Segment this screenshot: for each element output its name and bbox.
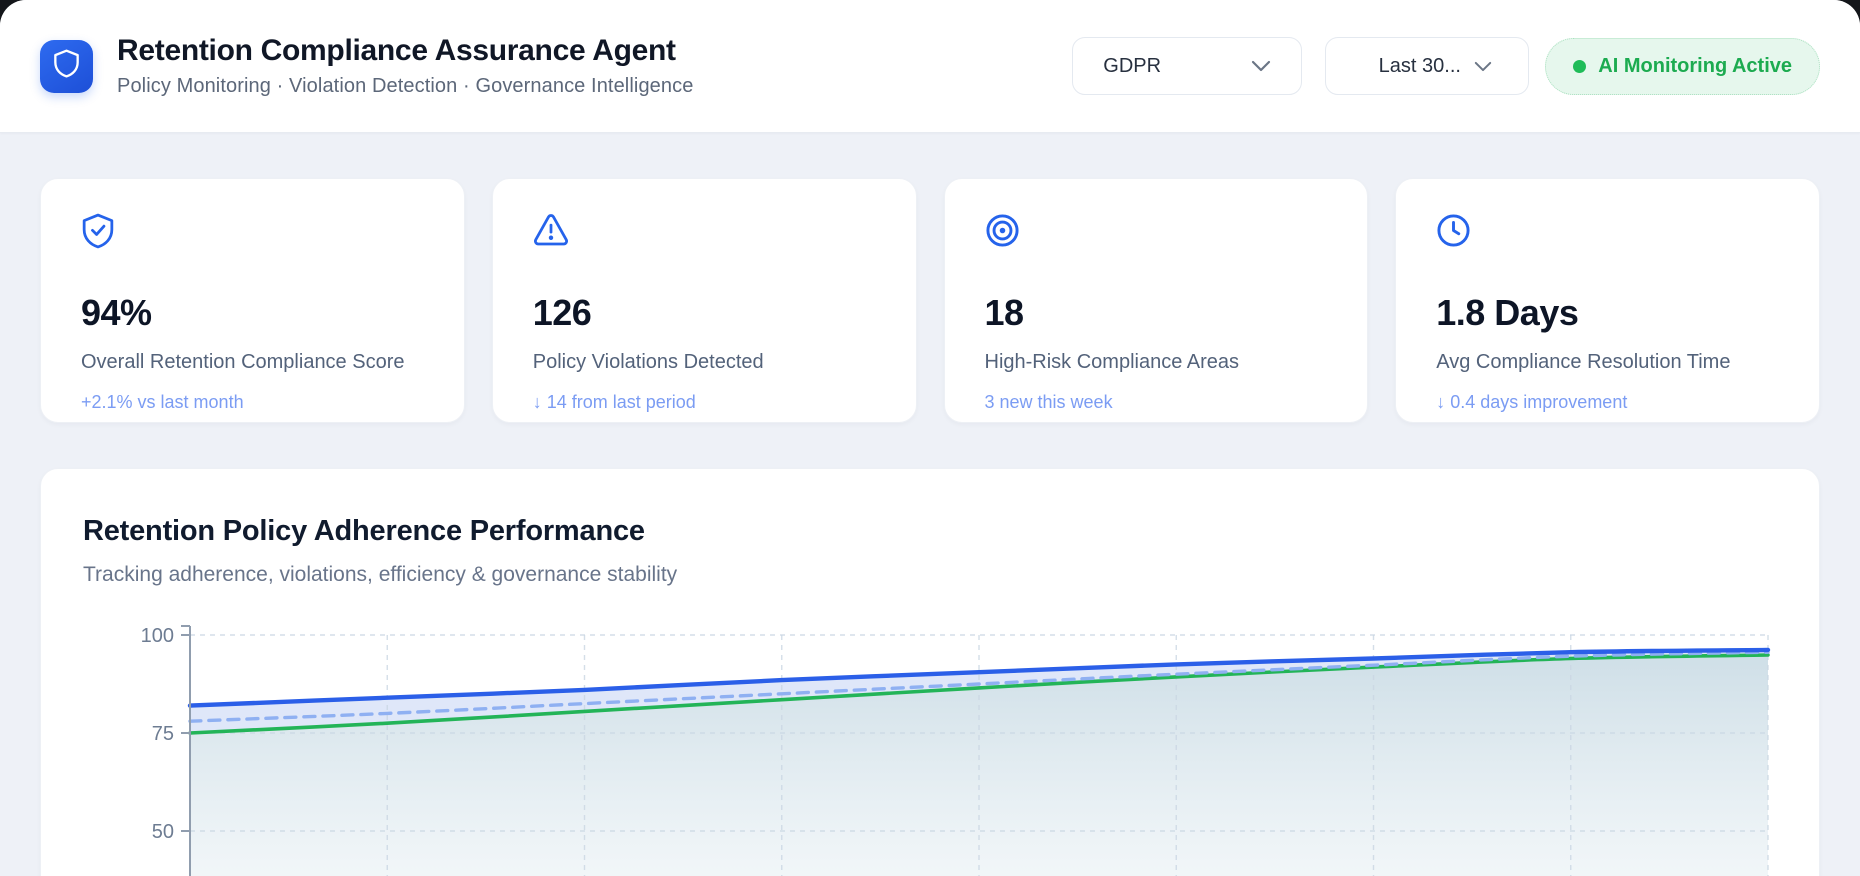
stat-trend: ↓ 0.4 days improvement xyxy=(1436,392,1628,412)
stat-value: 1.8 Days xyxy=(1436,292,1579,333)
page-title: Retention Compliance Assurance Agent xyxy=(117,33,676,67)
performance-chart-card: Retention Policy Adherence Performance T… xyxy=(40,468,1820,876)
framework-dropdown-value: GDPR xyxy=(1103,54,1162,77)
stat-card-high-risk-areas: 18 High-Risk Compliance Areas 3 new this… xyxy=(943,178,1369,423)
framework-dropdown[interactable]: GDPR xyxy=(1072,37,1303,95)
chart-subtitle: Tracking adherence, violations, efficien… xyxy=(83,563,678,586)
chart-title: Retention Policy Adherence Performance xyxy=(83,515,645,547)
date-range-dropdown[interactable]: Last 30... xyxy=(1325,37,1530,95)
header: Retention Compliance Assurance Agent Pol… xyxy=(0,0,1860,133)
status-badge-label: AI Monitoring Active xyxy=(1598,54,1792,77)
clock-icon xyxy=(1436,213,1779,249)
stat-value: 94% xyxy=(81,292,152,333)
page-subtitle: Policy Monitoring · Violation Detection … xyxy=(117,75,694,98)
stat-card-compliance-score: 94% Overall Retention Compliance Score +… xyxy=(40,178,465,423)
app-logo xyxy=(40,39,93,93)
stat-card-resolution-time: 1.8 Days Avg Compliance Resolution Time … xyxy=(1395,178,1820,423)
date-range-dropdown-value: Last 30... xyxy=(1378,54,1461,77)
stat-trend: +2.1% vs last month xyxy=(81,392,244,412)
y-axis-tick-label: 75 xyxy=(152,723,174,745)
shield-check-icon xyxy=(81,213,424,249)
y-axis-tick-label: 100 xyxy=(141,625,174,647)
target-icon xyxy=(985,213,1328,249)
stat-label: Policy Violations Detected xyxy=(532,351,764,373)
chevron-down-icon xyxy=(1251,60,1271,72)
stat-card-policy-violations: 126 Policy Violations Detected ↓ 14 from… xyxy=(491,178,917,423)
status-dot-icon xyxy=(1573,59,1587,73)
stat-value: 18 xyxy=(984,292,1025,333)
stat-value: 126 xyxy=(532,292,592,333)
stat-label: Overall Retention Compliance Score xyxy=(81,351,405,373)
stat-trend: ↓ 14 from last period xyxy=(532,392,696,412)
shield-icon xyxy=(53,49,80,83)
status-badge: AI Monitoring Active xyxy=(1545,37,1820,95)
stat-trend: 3 new this week xyxy=(984,392,1113,412)
adherence-performance-chart[interactable]: 100 75 50 xyxy=(83,615,1783,876)
chevron-down-icon xyxy=(1474,61,1492,72)
stat-label: High-Risk Compliance Areas xyxy=(984,351,1240,373)
alert-triangle-icon xyxy=(533,213,876,249)
stats-grid: 94% Overall Retention Compliance Score +… xyxy=(40,178,1820,423)
stat-label: Avg Compliance Resolution Time xyxy=(1436,351,1731,373)
y-axis-tick-label: 50 xyxy=(152,821,174,843)
